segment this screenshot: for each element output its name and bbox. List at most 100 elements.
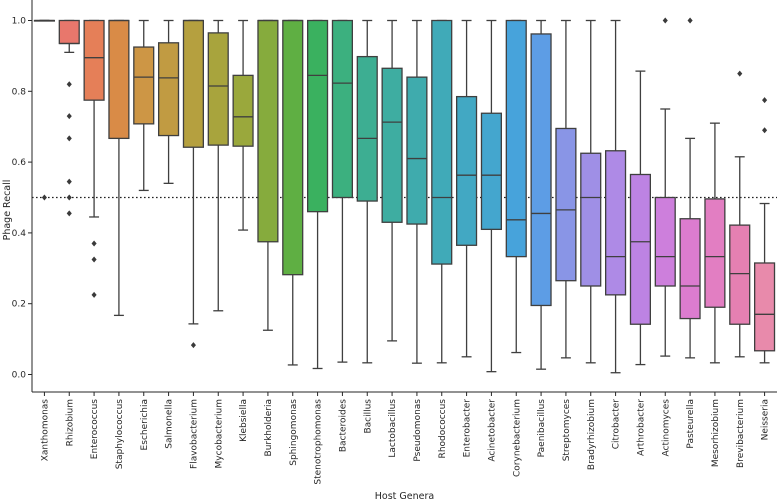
x-tick-label: Staphylococcus <box>115 399 125 470</box>
x-axis-title: Host Genera <box>375 491 434 502</box>
box-group-enterobacter <box>455 19 478 358</box>
x-tick-label: Flavobacterium <box>189 399 199 469</box>
x-tick-label: Streptomyces <box>562 399 572 462</box>
box-group-actinomyces <box>654 17 676 357</box>
box <box>679 218 701 320</box>
box <box>331 19 354 199</box>
box-group-salmonella <box>157 19 180 184</box>
box-group-escherichia <box>133 19 155 192</box>
x-tick-label: Xanthomonas <box>40 399 50 462</box>
box <box>530 33 552 307</box>
box-group-corynebacterium <box>505 19 527 354</box>
outlier-point <box>190 342 196 349</box>
box <box>505 19 527 258</box>
box <box>108 19 130 140</box>
box-group-pasteurella <box>679 17 701 359</box>
box <box>754 262 776 352</box>
outlier-point <box>687 17 693 24</box>
outlier-point <box>66 210 72 217</box>
box-group-citrobacter <box>605 19 627 374</box>
y-tick-label: 0.8 <box>12 87 27 97</box>
box-group-brevibacterium <box>729 70 751 358</box>
box <box>207 32 229 146</box>
box <box>133 46 155 125</box>
box <box>157 42 180 137</box>
x-tick-label: Mycobacterium <box>214 399 224 468</box>
x-tick-label: Mesorhizobium <box>711 399 721 467</box>
x-tick-label: Klebsiella <box>239 399 249 442</box>
x-tick-label: Bradyrhizobium <box>587 399 597 470</box>
y-tick-label: 0.2 <box>12 300 26 310</box>
box <box>431 19 453 265</box>
outlier-point <box>762 97 768 104</box>
x-tick-label: Enterobacter <box>463 399 473 458</box>
box <box>729 224 751 325</box>
x-tick-label: Pseudomonas <box>413 399 423 462</box>
box <box>406 76 428 225</box>
box-series <box>33 17 776 374</box>
box-group-bradyrhizobium <box>580 19 602 364</box>
outlier-point <box>66 194 72 201</box>
box-group-rhodococcus <box>431 19 453 364</box>
x-tick-label: Corynebacterium <box>512 399 522 477</box>
box <box>480 112 503 231</box>
box <box>580 152 602 287</box>
box <box>555 127 577 282</box>
x-tick-label: Citrobacter <box>612 399 622 450</box>
y-tick-label: 0.6 <box>12 158 27 168</box>
box-group-mesorhizobium <box>704 122 726 364</box>
outlier-point <box>41 194 47 201</box>
x-tick-label: Actinomyces <box>661 399 671 457</box>
box-group-streptomyces <box>555 19 577 359</box>
box-group-burkholderia <box>257 19 279 331</box>
x-tick-label: Brevibacterium <box>736 399 746 468</box>
x-tick-label: Neisseria <box>761 399 771 440</box>
x-tick-label: Stenotrophomonas <box>314 399 324 485</box>
box-group-neisseria <box>754 97 776 364</box>
outlier-point <box>66 135 72 142</box>
outlier-point <box>66 81 72 88</box>
x-tick-label: Rhodococcus <box>438 399 448 459</box>
x-tick-label: Acinetobacter <box>487 399 497 462</box>
box <box>83 19 105 101</box>
box-group-paenibacillus <box>530 19 552 370</box>
outlier-point <box>66 113 72 120</box>
box <box>704 198 726 308</box>
axes: 0.0 0.2 0.4 0.6 0.8 1.0 Xanthomonas Rhizobium En… <box>12 0 777 485</box>
box-group-sphingomonas <box>282 19 304 366</box>
box <box>306 19 329 213</box>
box <box>605 150 627 296</box>
box <box>232 74 254 147</box>
outlier-point <box>91 291 97 298</box>
x-tick-label: Escherichia <box>140 399 150 450</box>
box-group-flavobacterium <box>182 19 205 349</box>
x-tick-label: Arthrobacter <box>636 399 646 456</box>
outlier-point <box>91 240 97 247</box>
box <box>455 95 478 246</box>
box-group-enterococcus <box>83 19 105 298</box>
box-group-acinetobacter <box>480 19 503 373</box>
x-tick-label: Enterococcus <box>90 399 100 460</box>
outlier-point <box>66 178 72 185</box>
box-group-staphylococcus <box>108 19 130 317</box>
outlier-point <box>737 70 743 77</box>
box <box>381 67 403 223</box>
x-tick-label: Pasteurella <box>686 399 696 449</box>
box-group-arthrobacter <box>629 70 652 366</box>
box <box>182 19 205 148</box>
x-tick-label: Rhizobium <box>65 399 75 446</box>
box-group-mycobacterium <box>207 19 229 312</box>
x-tick-label: Lactobacillus <box>388 399 398 458</box>
box-group-klebsiella <box>232 19 254 231</box>
box <box>654 196 676 287</box>
box-group-stenotrophomonas <box>306 19 329 370</box>
x-tick-label: Burkholderia <box>264 399 274 456</box>
box-group-xanthomonas <box>33 19 56 201</box>
x-tick-label: Bacillus <box>363 399 373 434</box>
box-group-lactobacillus <box>381 19 403 342</box>
outlier-point <box>662 17 668 24</box>
y-tick-label: 1.0 <box>12 17 27 27</box>
box <box>356 55 378 202</box>
y-axis-title: Phage Recall <box>2 180 13 241</box>
